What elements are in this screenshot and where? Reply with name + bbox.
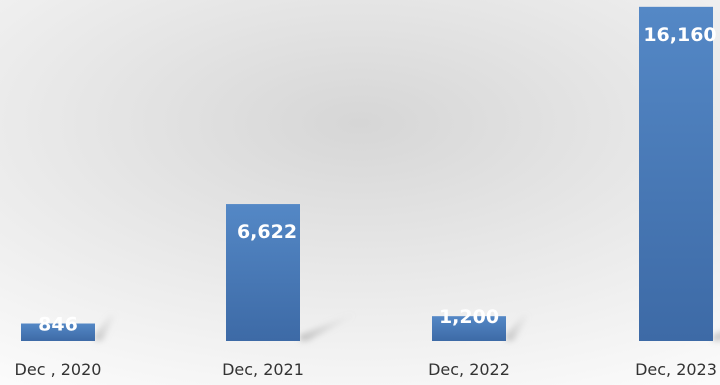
value-label: 1,200 bbox=[439, 306, 499, 328]
value-label: 846 bbox=[38, 314, 78, 336]
bar-shadow bbox=[300, 315, 356, 341]
bar-shadow bbox=[95, 315, 117, 341]
bar-4 bbox=[639, 6, 713, 342]
bar-shadow bbox=[713, 332, 720, 341]
category-label: Dec , 2020 bbox=[15, 360, 102, 379]
value-label: 16,160 bbox=[643, 24, 716, 46]
value-label: 6,622 bbox=[237, 221, 297, 243]
bar-shadow bbox=[506, 315, 530, 341]
category-label: Dec, 2022 bbox=[428, 360, 510, 379]
bar-1 bbox=[21, 323, 95, 341]
category-label: Dec, 2023 bbox=[635, 360, 717, 379]
bar-3 bbox=[432, 316, 506, 341]
category-label: Dec, 2021 bbox=[222, 360, 304, 379]
bar-2 bbox=[226, 204, 300, 341]
